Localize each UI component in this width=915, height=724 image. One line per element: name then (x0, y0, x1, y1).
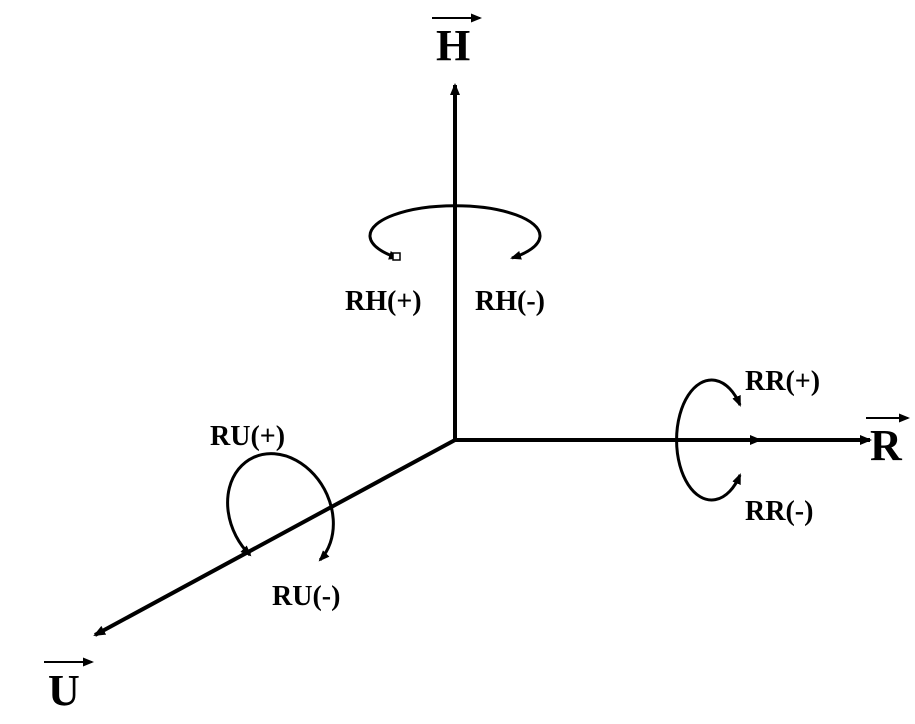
label-rr-neg: RR(-) (745, 496, 813, 527)
label-ru-neg: RU(-) (272, 581, 340, 612)
axis-h-label: H (432, 18, 480, 70)
label-rh-neg: RH(-) (475, 286, 545, 317)
axis-r-label: R (866, 418, 908, 470)
axis-u-label: U (44, 662, 92, 715)
svg-text:R: R (870, 421, 903, 470)
label-ru-pos: RU(+) (210, 421, 285, 452)
label-rh-pos: RH(+) (345, 286, 422, 317)
axis-diagram: H R U RH(+) RH(-) RR(+) RR(-) RU(+) RU(-… (0, 0, 915, 724)
svg-text:H: H (436, 21, 470, 70)
label-rr-pos: RR(+) (745, 366, 820, 397)
rotation-u-arc (228, 454, 334, 560)
svg-text:U: U (48, 666, 80, 715)
